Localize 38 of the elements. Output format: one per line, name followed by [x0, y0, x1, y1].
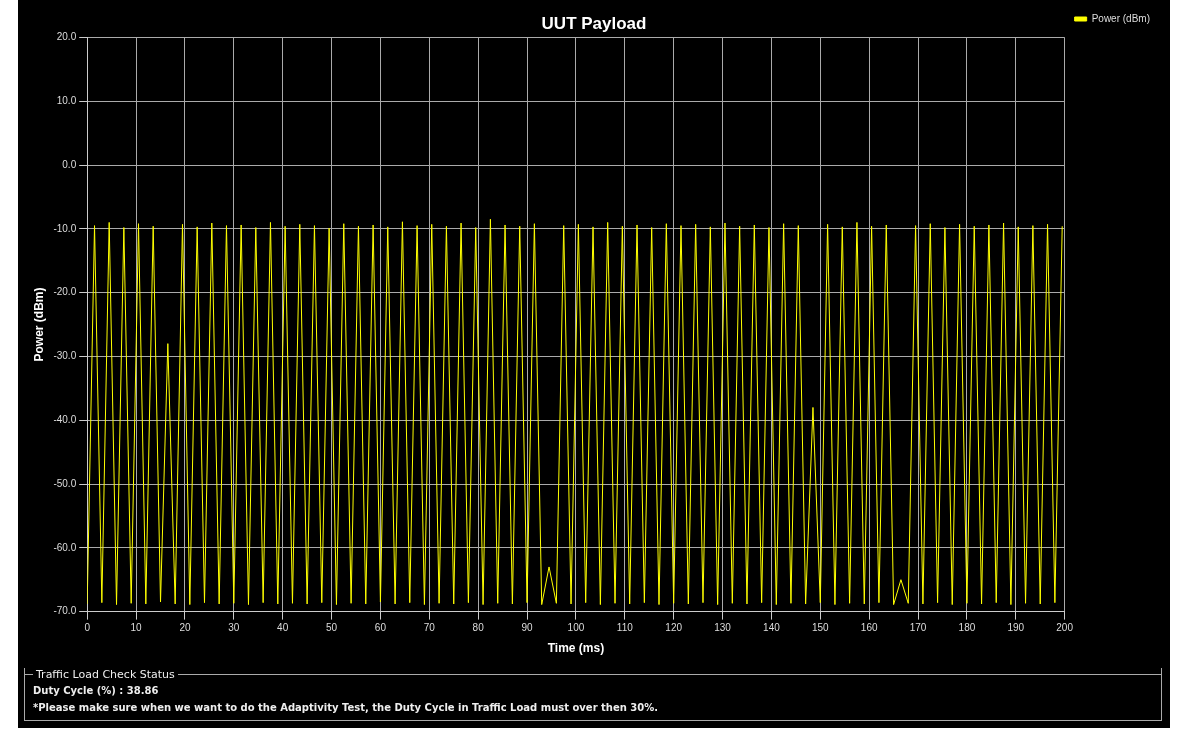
y-tick-label: -20.0: [53, 286, 77, 298]
x-tick-label: 50: [326, 622, 338, 634]
x-tick-label: 60: [374, 622, 387, 634]
x-tick-label: 130: [714, 622, 732, 634]
x-tick-label: 80: [472, 622, 485, 634]
x-tick-label: 30: [228, 622, 240, 634]
x-tick-label: 110: [616, 622, 634, 634]
y-tick-label: 20.0: [56, 31, 77, 43]
x-tick-label: 70: [423, 622, 436, 634]
x-tick-label: 100: [567, 622, 585, 634]
x-tick-label: 150: [811, 622, 830, 634]
y-tick-label: -70.0: [53, 605, 77, 617]
y-tick-label: -30.0: [53, 350, 77, 362]
x-axis-title: Time (ms): [547, 641, 605, 656]
x-tick-label: 140: [763, 622, 781, 634]
legend-label: Power (dBm): [1091, 12, 1151, 24]
y-axis-title: Power (dBm): [31, 287, 46, 362]
x-tick-label: 180: [958, 622, 976, 634]
text: Duty Cycle (%) : 38.86: [33, 685, 160, 696]
x-tick-label: 160: [860, 622, 878, 634]
y-tick-label: -60.0: [53, 541, 77, 553]
x-tick-label: 10: [130, 622, 143, 634]
y-tick-label: 0.0: [62, 158, 77, 170]
x-tick-label: 190: [1007, 622, 1025, 634]
x-tick-label: 120: [665, 622, 683, 634]
x-tick-label: 90: [521, 622, 534, 634]
chart-title: UUT Payload: [541, 13, 647, 33]
x-tick-label: 200: [1056, 622, 1074, 634]
x-tick-label: 20: [179, 622, 191, 634]
x-tick-label: 0: [84, 622, 91, 634]
text: *Please make sure when we want to do the Adaptivity Test, the Duty Cycle in Traffic Load must over then 30%.: [33, 702, 660, 713]
y-tick-label: 10.0: [56, 94, 77, 106]
y-tick-label: -10.0: [53, 222, 77, 234]
x-tick-label: 170: [909, 622, 927, 634]
text: Traffic Load Check Status: [35, 668, 176, 681]
x-tick-label: 40: [277, 622, 289, 634]
y-tick-label: -40.0: [53, 413, 77, 425]
y-tick-label: -50.0: [53, 477, 77, 489]
